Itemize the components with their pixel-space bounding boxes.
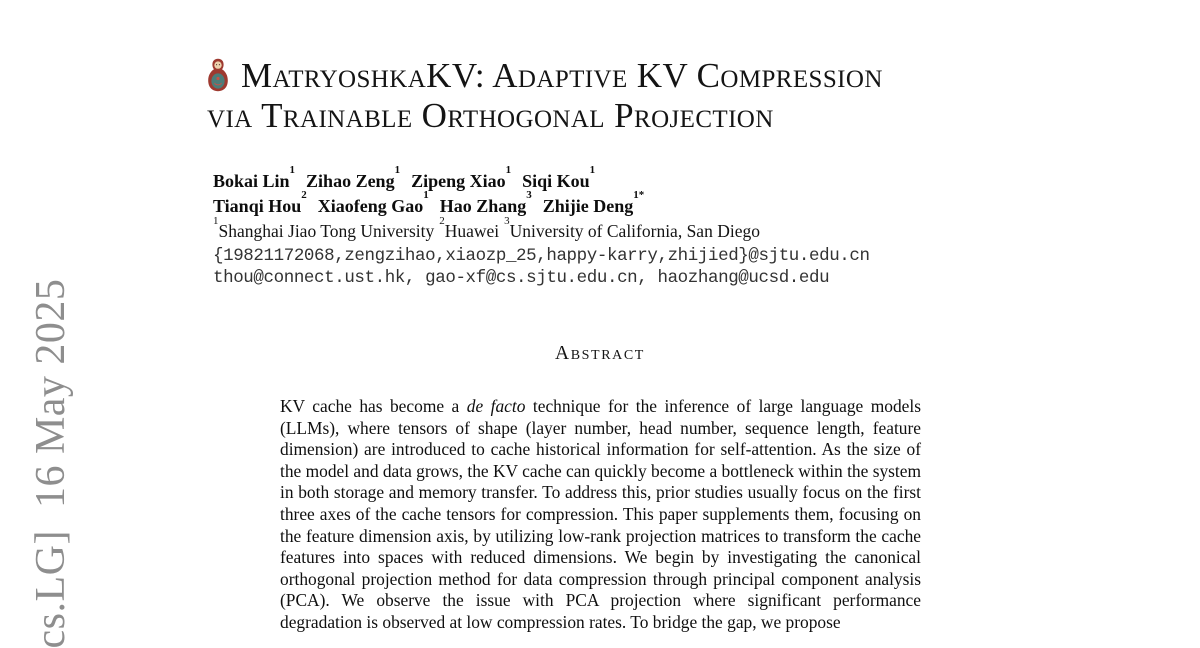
author-affil-mark: 1 (289, 164, 296, 176)
author-name: Hao Zhang3 (439, 189, 532, 217)
author-affil-mark: 1* (633, 189, 645, 201)
author-affil-mark: 3 (526, 189, 532, 201)
author-affil-mark: 1 (589, 164, 596, 176)
author-row-1: Bokai Lin1 Zihao Zeng1 Zipeng Xiao1 Siqi Ko… (213, 164, 973, 194)
author-affil-mark: 2 (301, 189, 307, 201)
author-name: Xiaofeng Gao1 (317, 189, 429, 217)
author-affil-mark: 1 (423, 189, 429, 201)
author-name: Zipeng Xiao1 (411, 164, 512, 192)
email-line-2: thou@connect.ust.hk, gao-xf@cs.sjtu.edu.… (213, 268, 830, 288)
affiliation: 2Huawei (439, 215, 500, 241)
paper-title-line2: via Trainable Orthogonal Projection (207, 96, 774, 135)
author-name: Zhijie Deng1* (542, 189, 645, 217)
author-affil-mark: 1 (505, 164, 512, 176)
author-affil-mark: 1 (394, 164, 401, 176)
abstract-intro: KV cache has become a (280, 396, 467, 416)
author-name: Tianqi Hou2 (213, 189, 307, 217)
arxiv-watermark: [cs.LG] 16 May 2025 (28, 278, 74, 648)
abstract-text: KV cache has become a de facto technique… (280, 396, 921, 634)
abstract-heading: Abstract (555, 343, 645, 364)
paper-title: MatryoshkaKV: Adaptive KV Compression vi… (207, 56, 997, 136)
abstract-main: technique for the inference of large lan… (280, 396, 921, 632)
abstract-latin-phrase: de facto (466, 396, 526, 416)
author-row-2: Tianqi Hou2 Xiaofeng Gao1 Hao Zhang3 Zhijie… (213, 189, 973, 219)
affiliation: 1Shanghai Jiao Tong University (213, 215, 435, 241)
paper-title-line1: MatryoshkaKV: Adaptive KV Compression (207, 56, 997, 96)
author-name: Bokai Lin1 (213, 164, 296, 192)
author-name: Siqi Kou1 (522, 164, 596, 192)
matryoshka-doll-icon (208, 58, 228, 92)
author-name: Zihao Zeng1 (306, 164, 401, 192)
affiliations-row: 1Shanghai Jiao Tong University 2Huawei 3Un… (213, 215, 973, 243)
paper-title-text-1: MatryoshkaKV: Adaptive KV Compression (241, 56, 883, 95)
email-line-1: {19821172068,zengzihao,xiaozp_25,happy-k… (213, 246, 870, 266)
affiliation: 3University of California, San Diego (504, 215, 760, 241)
authors-block: Bokai Lin1 Zihao Zeng1 Zipeng Xiao1 Siqi Ko… (213, 164, 973, 289)
